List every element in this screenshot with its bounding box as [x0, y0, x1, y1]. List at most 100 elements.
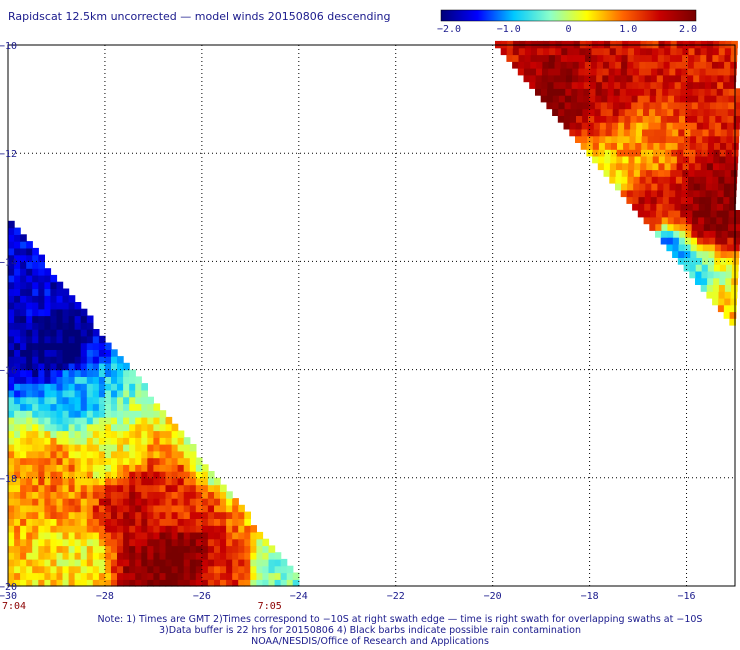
- heatmap-cell: [50, 511, 58, 519]
- heatmap-cell: [141, 572, 148, 580]
- heatmap-cell: [588, 115, 595, 123]
- heatmap-cell: [587, 135, 594, 143]
- heatmap-cell: [658, 162, 666, 171]
- heatmap-cell: [681, 189, 688, 198]
- heatmap-cell: [177, 450, 185, 459]
- heatmap-cell: [608, 81, 615, 89]
- heatmap-cell: [662, 196, 670, 204]
- heatmap-cell: [681, 74, 688, 83]
- heatmap-cell: [62, 335, 70, 344]
- heatmap-cell: [44, 383, 52, 391]
- heatmap-cell: [111, 349, 118, 357]
- heatmap-cell: [594, 108, 602, 116]
- heatmap-cell: [14, 525, 21, 533]
- heatmap-cell: [56, 410, 64, 418]
- heatmap-cell: [8, 498, 15, 506]
- heatmap-cell: [183, 484, 191, 492]
- heatmap-cell: [709, 230, 717, 238]
- heatmap-cell: [8, 247, 15, 256]
- heatmap-cell: [14, 288, 21, 296]
- heatmap-cell: [719, 155, 726, 164]
- heatmap-cell: [14, 268, 21, 276]
- heatmap-cell: [111, 565, 118, 574]
- heatmap-cell: [724, 61, 731, 69]
- heatmap-cell: [86, 511, 94, 519]
- heatmap-cell: [68, 477, 76, 486]
- heatmap-cell: [682, 47, 690, 56]
- heatmap-cell: [68, 498, 76, 506]
- heatmap-cell: [111, 572, 118, 580]
- heatmap-cell: [20, 329, 27, 337]
- heatmap-cell: [32, 369, 39, 377]
- heatmap-cell: [558, 108, 565, 116]
- heatmap-cell: [111, 416, 118, 425]
- heatmap-cell: [26, 308, 33, 317]
- heatmap-cell: [159, 531, 167, 540]
- heatmap-cell: [26, 565, 33, 574]
- heatmap-cell: [153, 430, 161, 438]
- heatmap-cell: [159, 572, 167, 580]
- time-labels: 7:04 7:05: [2, 601, 282, 612]
- heatmap-cell: [705, 196, 712, 204]
- heatmap-cell: [652, 169, 659, 177]
- heatmap-cell: [626, 74, 634, 83]
- heatmap-cell: [62, 444, 70, 452]
- heatmap-cell: [648, 122, 656, 130]
- heatmap-cell: [615, 47, 623, 56]
- heatmap-cell: [86, 322, 94, 330]
- heatmap-cell: [639, 183, 646, 191]
- heatmap-cell: [86, 356, 94, 364]
- heatmap-cell: [177, 572, 185, 580]
- heatmap-cell: [98, 342, 106, 350]
- heatmap-cell: [673, 216, 681, 225]
- heatmap-cell: [719, 277, 726, 285]
- heatmap-cell: [135, 437, 142, 445]
- heatmap-cell: [244, 565, 251, 574]
- heatmap-cell: [718, 183, 725, 191]
- heatmap-cell: [98, 579, 106, 587]
- heatmap-cell: [654, 115, 662, 123]
- heatmap-cell: [542, 54, 550, 62]
- heatmap-cell: [609, 162, 617, 171]
- heatmap-cell: [135, 484, 142, 492]
- heatmap-cell: [68, 329, 76, 337]
- heatmap-cell: [74, 471, 82, 479]
- heatmap-cell: [141, 450, 148, 459]
- heatmap-cell: [38, 295, 45, 303]
- heatmap-cell: [44, 322, 52, 330]
- heatmap-cell: [104, 423, 112, 432]
- heatmap-cell: [604, 155, 611, 164]
- heatmap-cell: [593, 135, 600, 143]
- heatmap-cell: [565, 74, 573, 83]
- heatmap-cell: [68, 531, 76, 540]
- heatmap-cell: [117, 504, 124, 513]
- heatmap-cell: [220, 552, 227, 560]
- heatmap-cell: [705, 183, 713, 191]
- heatmap-cell: [104, 389, 112, 398]
- heatmap-cell: [730, 291, 738, 299]
- heatmap-cell: [702, 243, 710, 252]
- heatmap-cell: [26, 558, 33, 567]
- heatmap-cell: [189, 504, 197, 513]
- heatmap-cell: [651, 189, 658, 198]
- heatmap-cell: [8, 295, 15, 303]
- heatmap-cell: [104, 403, 112, 411]
- heatmap-cell: [86, 518, 94, 526]
- heatmap-cell: [141, 565, 148, 574]
- heatmap-cell: [575, 128, 582, 137]
- heatmap-cell: [159, 545, 167, 553]
- heatmap-cell: [159, 511, 167, 519]
- heatmap-cell: [147, 511, 154, 519]
- heatmap-cell: [730, 169, 738, 177]
- heatmap-cell: [214, 525, 221, 533]
- heatmap-cell: [715, 223, 723, 231]
- heatmap-cell: [86, 504, 94, 513]
- heatmap-cell: [38, 308, 45, 317]
- heatmap-cell: [645, 183, 652, 191]
- heatmap-cell: [86, 491, 94, 499]
- heatmap-cell: [244, 579, 251, 587]
- heatmap-cell: [38, 525, 45, 533]
- heatmap-cell: [74, 498, 82, 506]
- heatmap-cell: [610, 149, 618, 157]
- heatmap-cell: [32, 322, 39, 330]
